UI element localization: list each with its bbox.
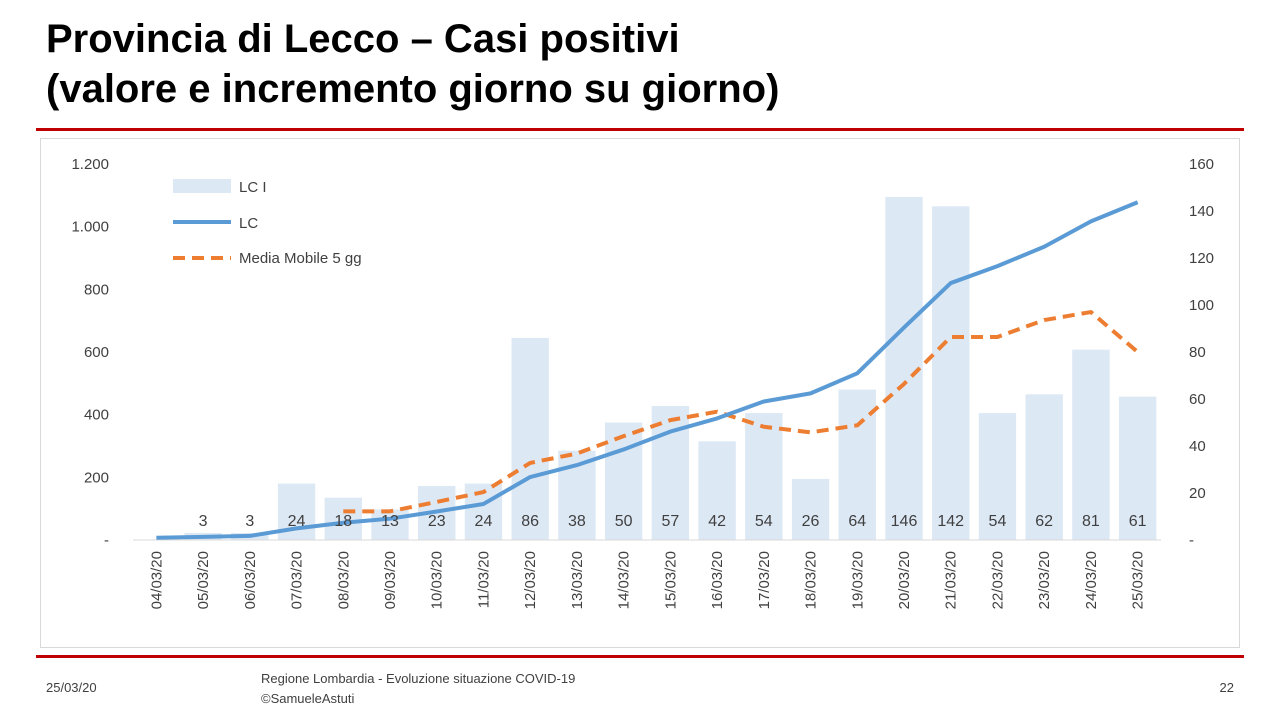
left-axis-tick-label: 600	[84, 344, 109, 361]
x-axis-tick-label: 23/03/20	[1036, 551, 1053, 609]
x-axis-tick-label: 19/03/20	[849, 551, 866, 609]
footer-source-line2: ©SamueleAstuti	[261, 691, 355, 706]
bar-lci	[604, 422, 643, 540]
right-axis-tick-label: 120	[1189, 250, 1214, 267]
bar-data-label: 86	[521, 513, 539, 530]
x-axis-tick-label: 06/03/20	[242, 551, 259, 609]
slide-title-line2: (valore e incremento giorno su giorno)	[46, 67, 780, 111]
bar-data-label: 23	[428, 513, 446, 530]
right-axis-tick-label: 80	[1189, 344, 1206, 361]
bar-data-label: 142	[937, 513, 964, 530]
bar-lci	[745, 413, 783, 540]
x-axis-tick-label: 18/03/20	[803, 551, 820, 609]
footer-page-number: 22	[1219, 680, 1234, 695]
left-axis-tick-label: 200	[84, 469, 109, 486]
x-axis-tick-label: 12/03/20	[522, 551, 539, 609]
left-axis-tick-label: 1.000	[71, 219, 109, 236]
bar-data-label: 54	[989, 513, 1007, 530]
slide-title-line1: Provincia di Lecco – Casi positivi	[46, 17, 680, 61]
bar-lci	[978, 413, 1017, 540]
footer-source: Regione Lombardia - Evoluzione situazion…	[261, 669, 575, 709]
bar-data-label: 38	[568, 513, 586, 530]
right-axis-tick-label: 100	[1189, 297, 1214, 314]
right-axis-tick-label: 20	[1189, 485, 1206, 502]
left-axis-tick-label: -	[104, 532, 109, 549]
x-axis-tick-label: 17/03/20	[756, 551, 773, 609]
x-axis-tick-label: 09/03/20	[382, 551, 399, 609]
x-axis-tick-label: 21/03/20	[943, 551, 960, 609]
bar-data-label: 54	[755, 513, 773, 530]
bar-lci	[1025, 394, 1063, 540]
bar-data-label: 24	[288, 513, 306, 530]
bar-lci	[324, 497, 362, 540]
right-axis-tick-label: 160	[1189, 156, 1214, 173]
left-axis-tick-label: 1.200	[71, 156, 109, 173]
x-axis-tick-label: 20/03/20	[896, 551, 913, 609]
bar-lci	[698, 441, 736, 540]
bar-lci	[1072, 349, 1110, 540]
bar-data-label: 62	[1035, 513, 1053, 530]
right-axis-tick-label: 140	[1189, 203, 1214, 220]
x-axis-tick-label: 25/03/20	[1130, 551, 1147, 609]
x-axis-tick-label: 24/03/20	[1083, 551, 1100, 609]
legend-swatch-lci	[173, 179, 231, 193]
right-axis-tick-label: 60	[1189, 391, 1206, 408]
x-axis-tick-label: 08/03/20	[335, 551, 352, 609]
right-axis-tick-label: 40	[1189, 438, 1206, 455]
title-divider	[36, 128, 1244, 131]
series-line-media-mobile	[343, 310, 1139, 514]
x-axis-tick-label: 22/03/20	[989, 551, 1006, 609]
series-line-lc	[156, 200, 1139, 540]
bar-data-label: 61	[1129, 513, 1147, 530]
bar-lci	[932, 206, 970, 541]
x-axis-tick-label: 15/03/20	[662, 551, 679, 609]
footer-source-line1: Regione Lombardia - Evoluzione situazion…	[261, 671, 576, 686]
footer-divider	[36, 655, 1244, 658]
legend-label-lc: LC	[239, 215, 258, 232]
footer-date: 25/03/20	[46, 680, 97, 695]
chart: - 200 400 600 800 1.000 1.200 - 20 40 60 80 100 120 14…	[71, 156, 1214, 609]
bar-data-label: 146	[891, 513, 918, 530]
legend-label-lci: LC I	[239, 179, 267, 196]
bar-data-label: 13	[381, 513, 399, 530]
x-axis-tick-label: 11/03/20	[475, 551, 492, 608]
bar-data-label: 3	[245, 513, 254, 530]
right-axis-tick-label: -	[1189, 532, 1194, 549]
x-axis-tick-label: 07/03/20	[289, 551, 306, 609]
bar-data-label: 64	[848, 513, 866, 530]
x-axis-tick-label: 13/03/20	[569, 551, 586, 609]
bar-data-label: 24	[475, 513, 493, 530]
left-axis-tick-label: 800	[84, 281, 109, 298]
bar-data-label: 3	[199, 513, 208, 530]
x-axis-tick-label: 05/03/20	[195, 551, 212, 609]
x-axis-tick-label: 10/03/20	[429, 551, 446, 609]
bar-lci	[1118, 396, 1157, 540]
bar-data-label: 42	[708, 513, 726, 530]
bar-lci	[885, 196, 923, 540]
bar-lci	[791, 478, 830, 540]
x-axis-tick-label: 04/03/20	[148, 551, 165, 609]
bar-data-label: 81	[1082, 513, 1100, 530]
bar-data-label: 50	[615, 513, 633, 530]
chart-area: - 200 400 600 800 1.000 1.200 - 20 40 60 80 100 120 14…	[40, 138, 1240, 648]
left-axis-tick-label: 400	[84, 407, 109, 424]
bar-lci	[371, 509, 409, 540]
bar-data-label: 57	[661, 513, 679, 530]
slide-title: Provincia di Lecco – Casi positivi (valo…	[46, 14, 779, 114]
x-axis-tick-label: 14/03/20	[616, 551, 633, 609]
bar-data-label: 26	[802, 513, 820, 530]
legend-label-media-mobile: Media Mobile 5 gg	[239, 250, 362, 267]
bar-data-label: 18	[334, 513, 352, 530]
bar-lci	[511, 337, 549, 540]
x-axis-tick-label: 16/03/20	[709, 551, 726, 609]
